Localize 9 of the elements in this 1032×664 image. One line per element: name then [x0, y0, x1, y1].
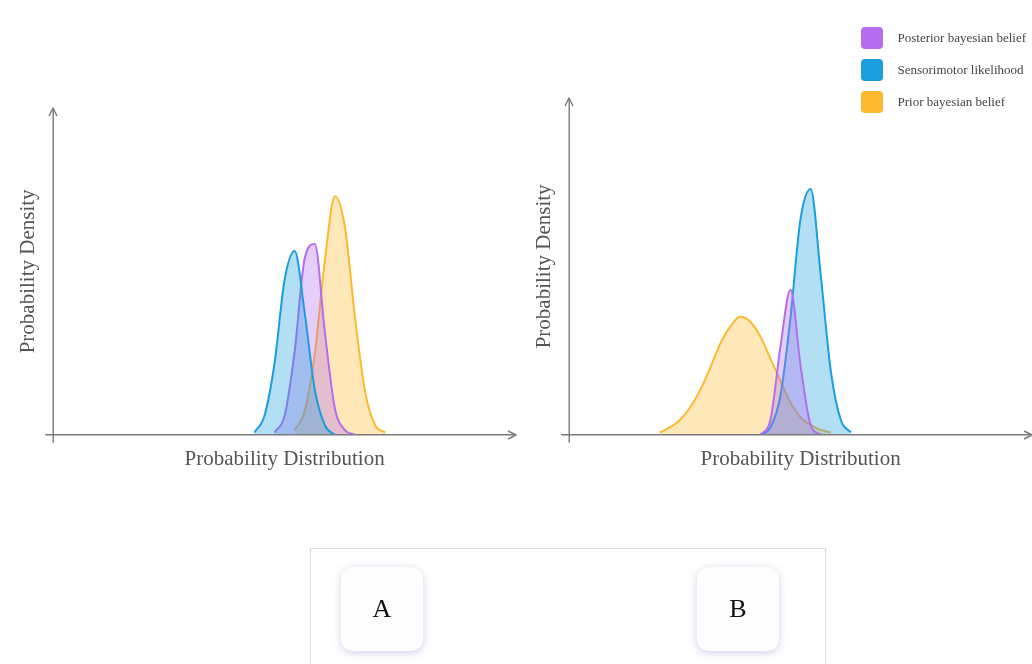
text: A	[341, 567, 423, 651]
legend-label: Prior bayesian belief	[897, 94, 1006, 110]
y-axis-title: Probability Density	[531, 183, 556, 349]
text: B	[697, 567, 779, 651]
x-axis-title: Probability Distribution	[700, 445, 902, 470]
y-axis-title: Probability Density	[15, 188, 40, 354]
legend-label: Sensorimotor likelihood	[897, 62, 1024, 78]
legend-label: Posterior bayesian belief	[897, 30, 1026, 46]
x-axis-title: Probability Distribution	[184, 445, 386, 470]
